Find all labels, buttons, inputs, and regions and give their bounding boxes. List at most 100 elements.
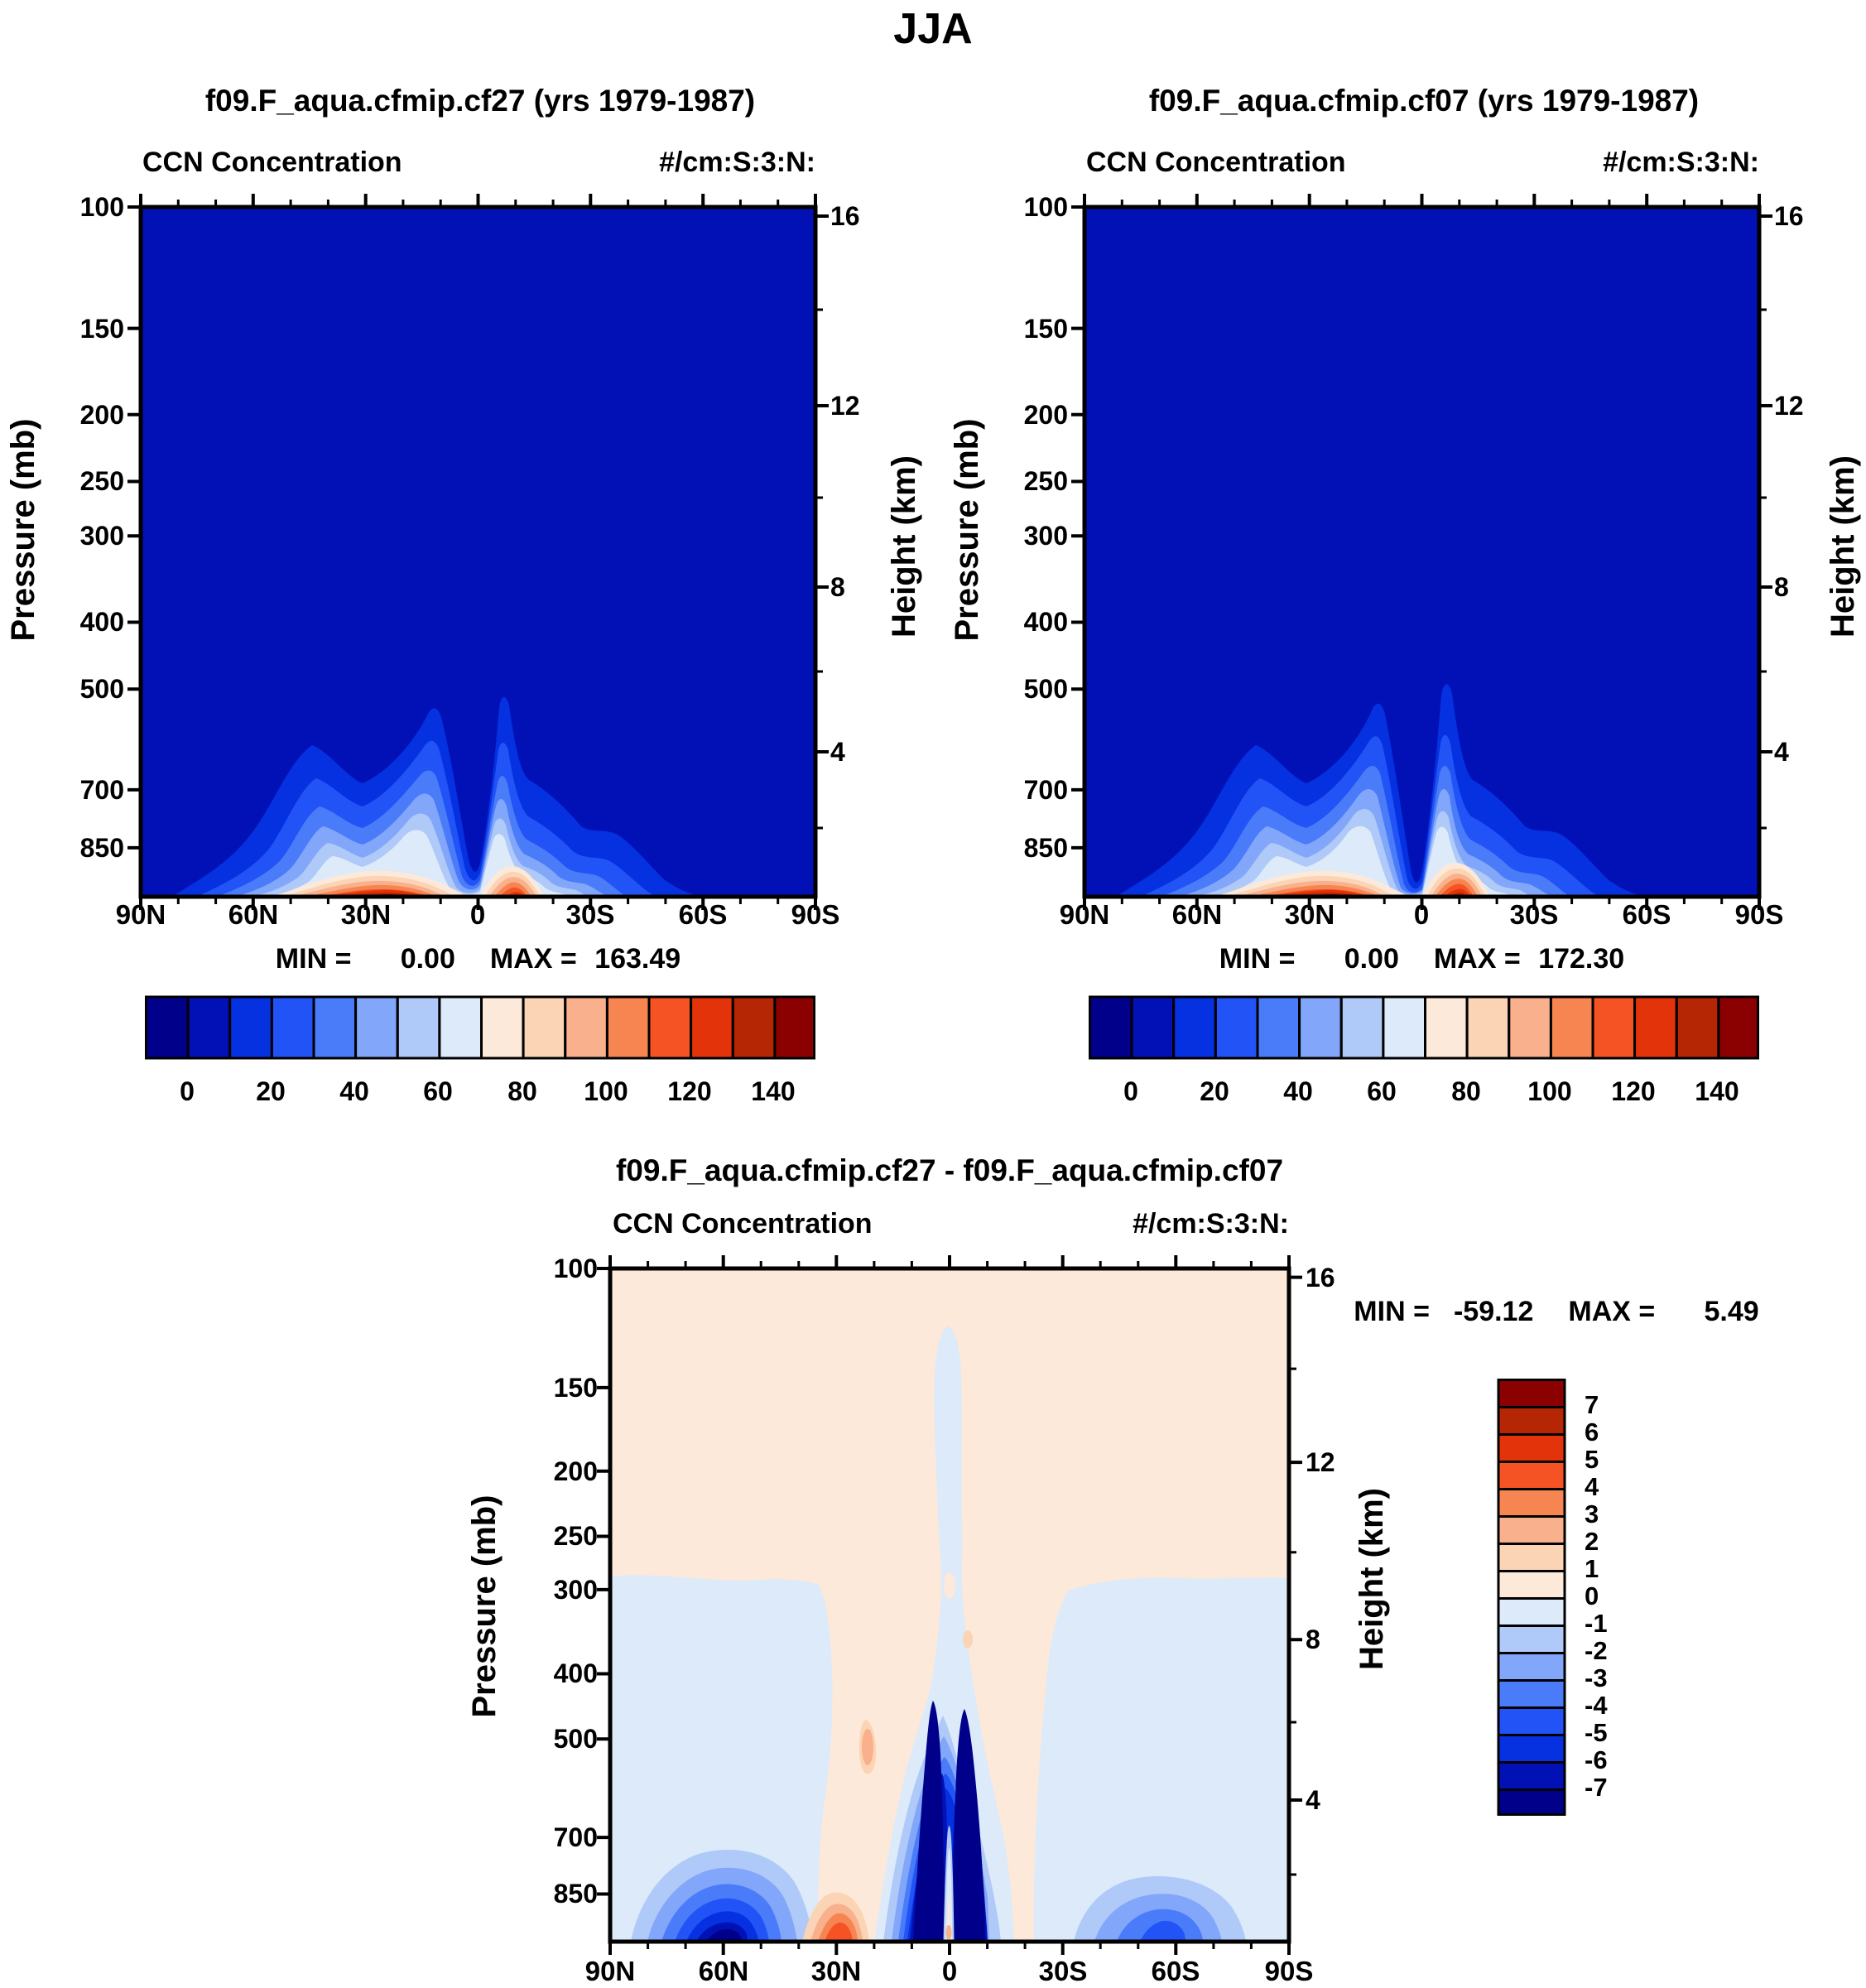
- pressure-tick-label: 150: [553, 1373, 598, 1403]
- pressure-tick-label: 850: [553, 1879, 598, 1909]
- colorbar-label: 120: [667, 1076, 712, 1106]
- height-tick-label: 12: [830, 391, 860, 421]
- pressure-tick-label: 250: [79, 466, 124, 496]
- pressure-tick-label: 850: [1023, 833, 1068, 863]
- min-value: -59.12: [1453, 1296, 1534, 1327]
- colorbar-diff-label: -6: [1585, 1745, 1608, 1774]
- lat-tick-label: 30N: [810, 1956, 862, 1986]
- pressure-tick-label: 300: [1023, 521, 1068, 551]
- panel-cf07-minmax: MIN = 0.00 MAX = 172.30: [1084, 942, 1759, 975]
- colorbar-diff-label: 7: [1585, 1390, 1599, 1419]
- pressure-tick-label: 250: [1023, 466, 1068, 496]
- height-tick-label: 8: [1774, 572, 1789, 602]
- min-value: 0.00: [1344, 943, 1399, 975]
- lat-tick-label: 0: [469, 899, 486, 930]
- pressure-tick-label: 500: [79, 674, 124, 704]
- pressure-tick-label: 400: [553, 1658, 598, 1688]
- panel-cf07-subtitle-right: #/cm:S:3:N:: [1603, 147, 1759, 178]
- colorbar-cf07: [1089, 995, 1760, 1060]
- colorbar-label: 0: [180, 1076, 195, 1106]
- height-tick-label: 16: [1306, 1263, 1335, 1292]
- panel-cf27-subtitle-right: #/cm:S:3:N:: [659, 147, 815, 178]
- max-value: 5.49: [1704, 1296, 1759, 1327]
- colorbar-label: 40: [1283, 1076, 1313, 1106]
- panel-cf07-subtitle-left: CCN Concentration: [1086, 147, 1346, 178]
- colorbar-label: 20: [1200, 1076, 1229, 1106]
- colorbar-diff-label: 6: [1585, 1418, 1599, 1446]
- colorbar-label: 80: [1451, 1076, 1481, 1106]
- pressure-tick-label: 100: [553, 1254, 598, 1283]
- max-value: 172.30: [1538, 943, 1625, 975]
- pressure-tick-label: 250: [553, 1521, 598, 1551]
- colorbar-diff-label: 3: [1585, 1499, 1599, 1528]
- panel-diff-subtitle-right: #/cm:S:3:N:: [1133, 1208, 1289, 1239]
- colorbar-diff-label: -4: [1585, 1691, 1608, 1720]
- contour-plot-cf07: [1071, 194, 1772, 910]
- max-value: 163.49: [594, 943, 681, 975]
- lat-tick-label: 90S: [1264, 1956, 1314, 1986]
- colorbar-diff-label: -7: [1585, 1773, 1608, 1802]
- height-tick-label: 12: [1306, 1447, 1335, 1477]
- pressure-tick-label: 100: [1023, 192, 1068, 222]
- lat-tick-label: 0: [1413, 899, 1430, 930]
- pressure-tick-label: 300: [79, 521, 124, 551]
- pressure-tick-label: 500: [1023, 674, 1068, 704]
- pressure-tick-label: 100: [79, 192, 124, 222]
- panel-diff-title: f09.F_aqua.cfmip.cf27 - f09.F_aqua.cfmip…: [615, 1153, 1284, 1187]
- colorbar-diff-label: -5: [1585, 1718, 1608, 1747]
- colorbar-label: 80: [507, 1076, 537, 1106]
- height-tick-label: 8: [1306, 1625, 1320, 1654]
- colorbar-diff-label: 0: [1585, 1581, 1599, 1610]
- pressure-tick-label: 400: [79, 607, 124, 637]
- panel-cf27-minmax: MIN = 0.00 MAX = 163.49: [141, 942, 815, 975]
- lat-tick-label: 60N: [698, 1956, 749, 1986]
- colorbar-label: 120: [1611, 1076, 1656, 1106]
- min-value: 0.00: [400, 943, 455, 975]
- colorbar-diff-label: -2: [1585, 1636, 1608, 1665]
- min-label: MIN =: [275, 943, 359, 975]
- min-label: MIN =: [1219, 943, 1303, 975]
- height-tick-label: 4: [830, 737, 845, 767]
- lat-tick-label: 90N: [584, 1956, 636, 1986]
- panel-diff-minmax: MIN = -59.12 MAX = 5.49: [1325, 1295, 1788, 1328]
- contour-plot-diff: [597, 1255, 1302, 1955]
- height-tick-label: 12: [1774, 391, 1804, 421]
- colorbar-diff-label: -1: [1585, 1609, 1608, 1638]
- colorbar-label: 0: [1123, 1076, 1138, 1106]
- height-tick-label: 8: [830, 572, 845, 602]
- pressure-tick-label: 300: [553, 1575, 598, 1605]
- max-label: MAX =: [1433, 943, 1529, 975]
- max-label: MAX =: [1568, 1296, 1663, 1327]
- colorbar-diff-label: 5: [1585, 1445, 1599, 1474]
- colorbar-diff-label: 2: [1585, 1527, 1599, 1556]
- pressure-tick-label: 200: [1023, 400, 1068, 430]
- panel-cf07-title: f09.F_aqua.cfmip.cf07 (yrs 1979-1987): [1148, 84, 1700, 118]
- pressure-tick-label: 150: [79, 314, 124, 344]
- pressure-tick-label: 700: [1023, 775, 1068, 805]
- colorbar-label: 20: [256, 1076, 286, 1106]
- panel-cf27-subtitle-left: CCN Concentration: [142, 147, 402, 178]
- pressure-tick-label: 400: [1023, 607, 1068, 637]
- colorbar-label: 100: [584, 1076, 628, 1106]
- colorbar-label: 40: [339, 1076, 369, 1106]
- colorbar-diff-label: -3: [1585, 1663, 1608, 1692]
- colorbar-label: 60: [423, 1076, 453, 1106]
- colorbar-label: 60: [1367, 1076, 1397, 1106]
- colorbar-cf27: [145, 995, 816, 1060]
- lat-tick-label: 30S: [1038, 1956, 1088, 1986]
- colorbar-diff-label: 4: [1585, 1472, 1599, 1501]
- pressure-tick-label: 850: [79, 833, 124, 863]
- contour-plot-cf27: [127, 194, 829, 910]
- height-tick-label: 4: [1774, 737, 1789, 767]
- lat-tick-label: 60S: [1151, 1956, 1200, 1986]
- lat-tick-label: 0: [941, 1956, 958, 1986]
- pressure-tick-label: 150: [1023, 314, 1068, 344]
- colorbar-label: 140: [751, 1076, 796, 1106]
- min-label: MIN =: [1354, 1296, 1438, 1327]
- colorbar-diff-label: 1: [1585, 1554, 1599, 1583]
- pressure-tick-label: 200: [79, 400, 124, 430]
- max-label: MAX =: [489, 943, 585, 975]
- colorbar-diff: [1497, 1379, 1566, 1816]
- panel-diff-subtitle-left: CCN Concentration: [613, 1208, 873, 1239]
